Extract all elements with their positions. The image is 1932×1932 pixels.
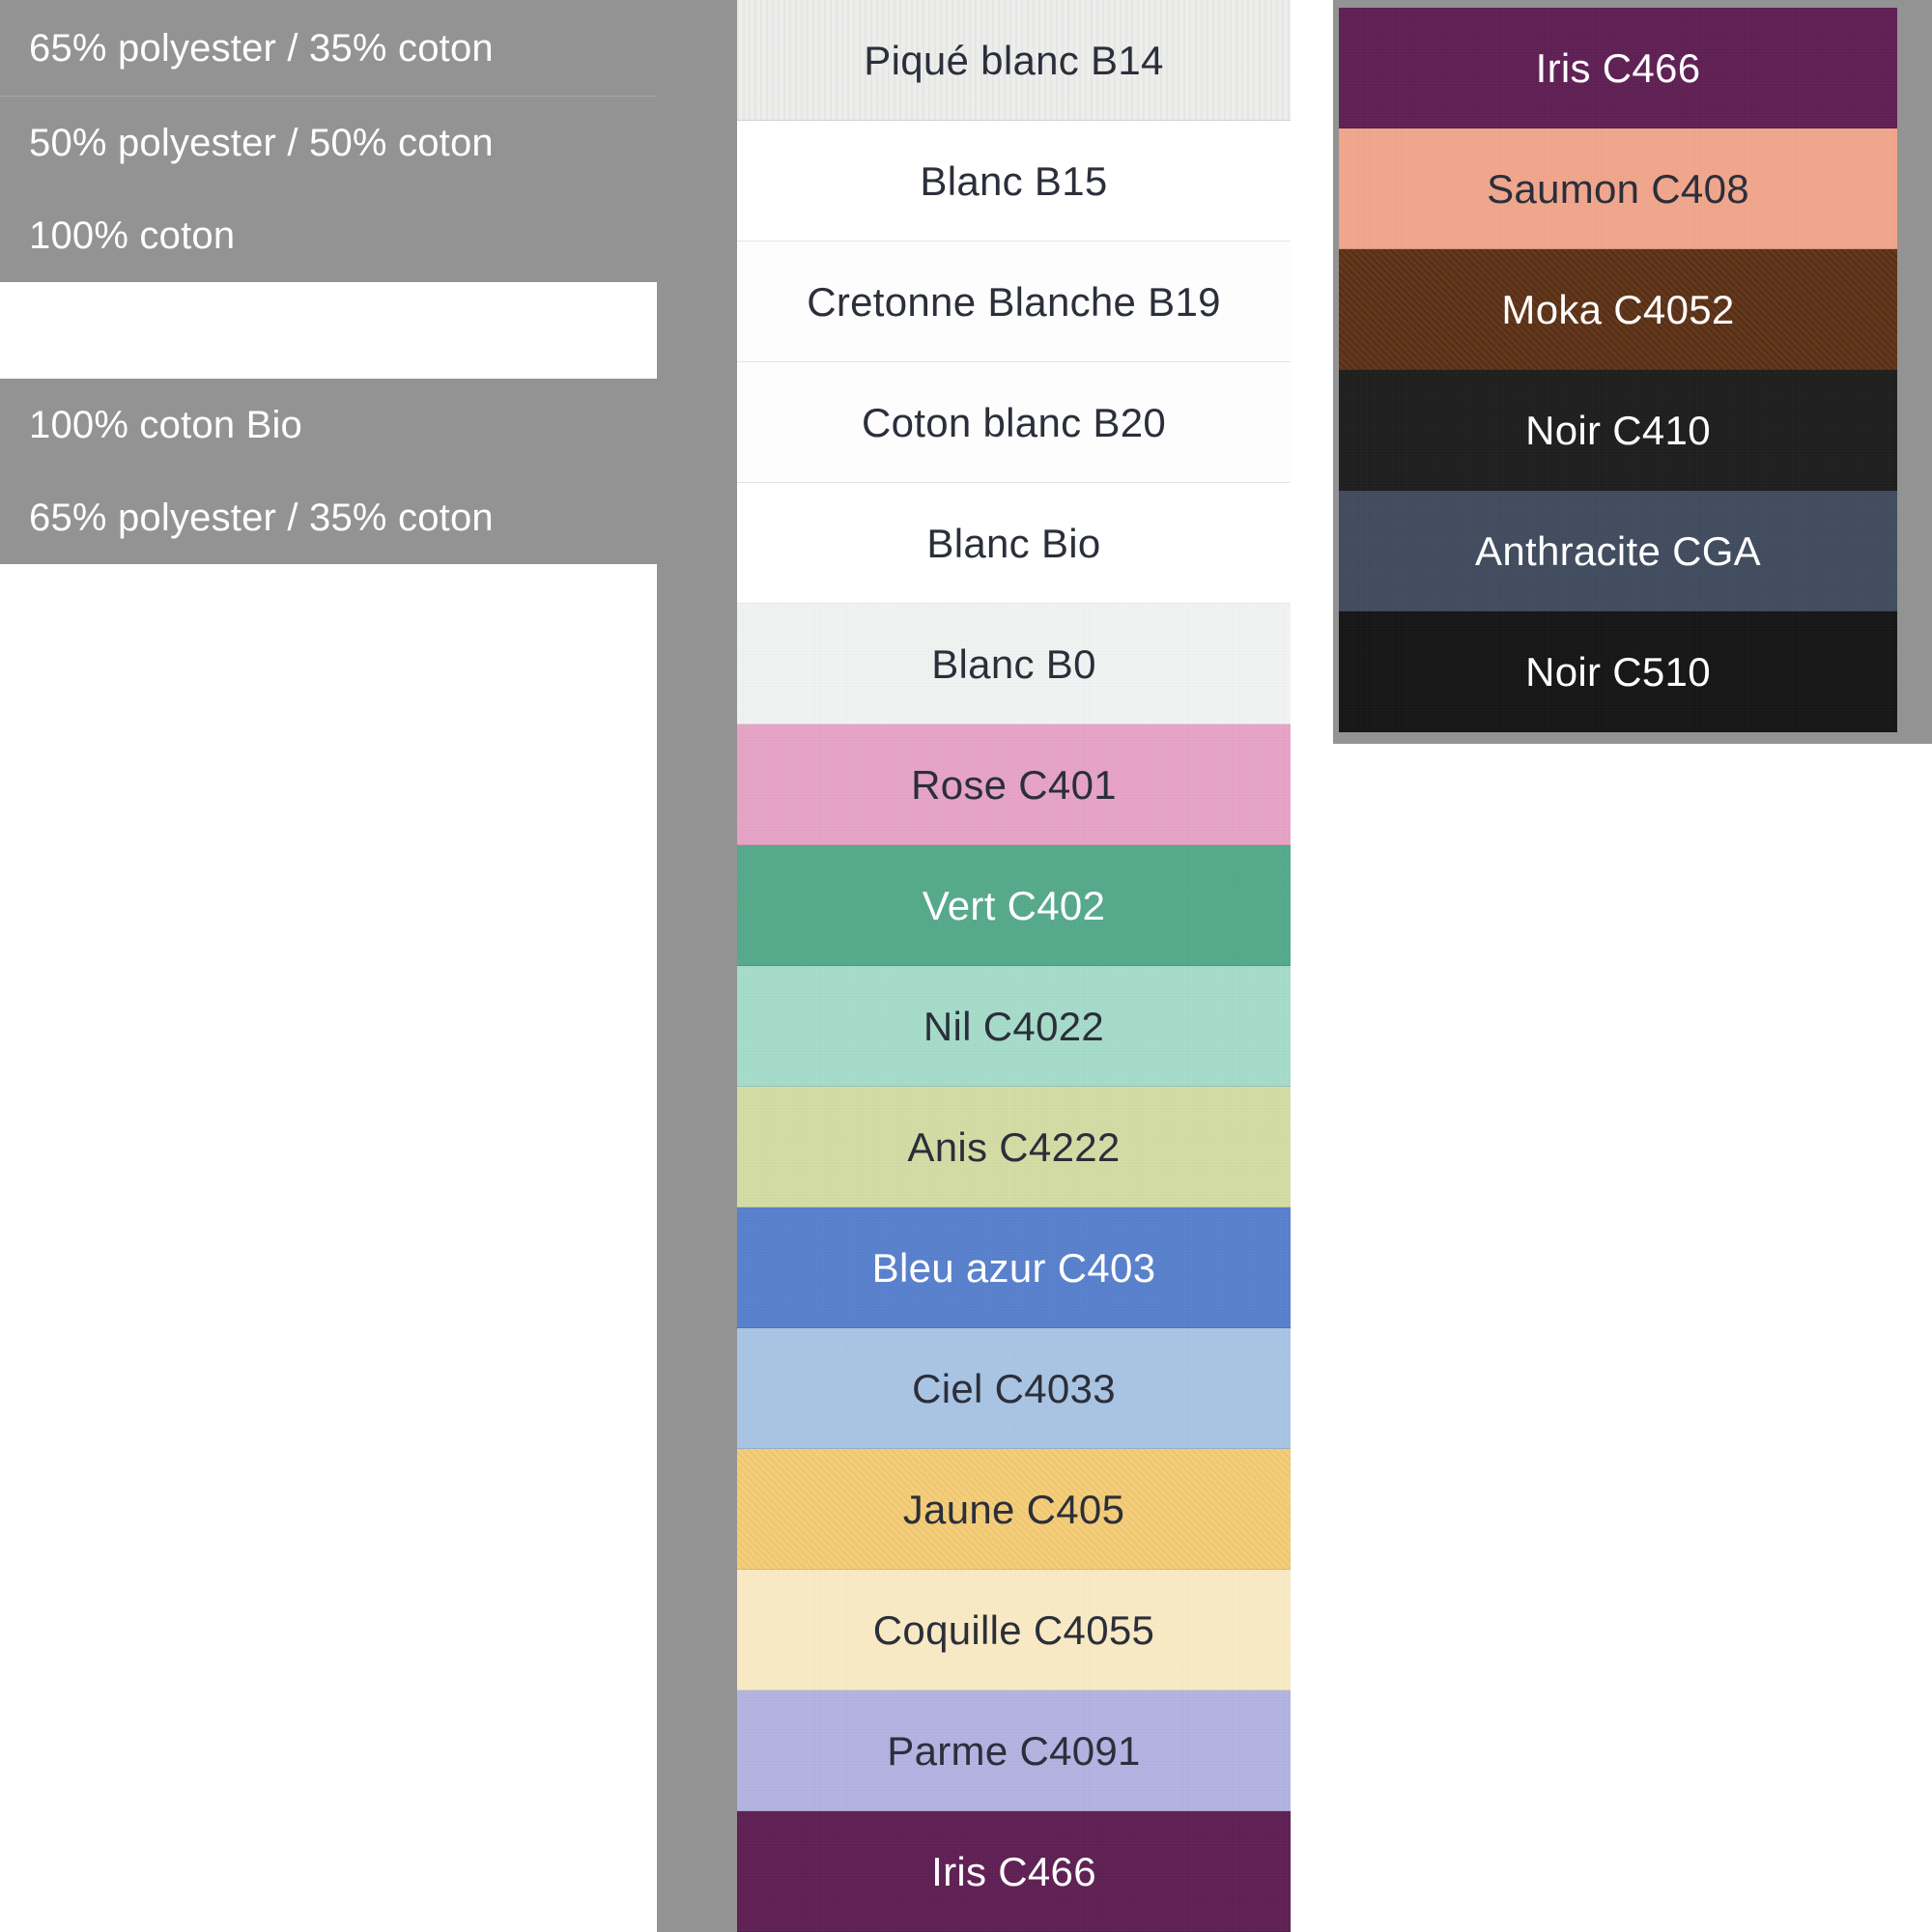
composition-panel: 65% polyester / 35% coton bbox=[0, 0, 667, 96]
color-swatch-label: Iris C466 bbox=[1535, 44, 1701, 91]
swatch-separator bbox=[737, 603, 1291, 604]
color-swatch-label: Anthracite CGA bbox=[1475, 527, 1761, 574]
color-swatch[interactable]: Vert C402 bbox=[737, 845, 1291, 966]
composition-label: 100% coton bbox=[29, 214, 236, 257]
color-swatch[interactable]: Blanc B15 bbox=[737, 121, 1291, 242]
color-swatch[interactable]: Nil C4022 bbox=[737, 966, 1291, 1087]
composition-label: 50% polyester / 50% coton bbox=[29, 122, 494, 164]
swatch-separator bbox=[737, 1327, 1291, 1328]
color-swatch-label: Blanc B15 bbox=[920, 157, 1108, 204]
swatch-separator bbox=[1339, 248, 1897, 249]
color-swatch[interactable]: Ciel C4033 bbox=[737, 1328, 1291, 1449]
color-swatch[interactable]: Bleu azur C403 bbox=[737, 1208, 1291, 1328]
color-swatch[interactable]: Anis C4222 bbox=[737, 1087, 1291, 1208]
color-swatch-label: Blanc Bio bbox=[926, 520, 1101, 566]
color-swatch[interactable]: Moka C4052 bbox=[1339, 249, 1897, 370]
swatch-separator bbox=[737, 120, 1291, 121]
swatch-separator bbox=[737, 1086, 1291, 1087]
color-swatch-label: Anis C4222 bbox=[907, 1123, 1121, 1170]
composition-spacer bbox=[0, 564, 667, 1932]
color-swatch-label: Moka C4052 bbox=[1501, 286, 1735, 332]
swatch-separator bbox=[1339, 490, 1897, 491]
color-swatch-label: Coton blanc B20 bbox=[861, 399, 1167, 445]
swatch-list-main: Piqué blanc B14 Blanc B15 Cretonne Blanche… bbox=[737, 0, 1291, 1932]
swatch-separator bbox=[737, 1448, 1291, 1449]
color-swatch-label: Coquille C4055 bbox=[872, 1606, 1155, 1653]
color-swatch[interactable]: Cretonne Blanche B19 bbox=[737, 242, 1291, 362]
composition-panel: 100% coton Bio bbox=[0, 379, 667, 471]
color-swatch-label: Saumon C408 bbox=[1487, 165, 1749, 212]
color-swatch-label: Parme C4091 bbox=[887, 1727, 1141, 1774]
swatch-separator bbox=[737, 1810, 1291, 1811]
composition-label: 65% polyester / 35% coton bbox=[29, 497, 494, 539]
composition-spacer bbox=[0, 282, 667, 379]
color-swatch[interactable]: Coquille C4055 bbox=[737, 1570, 1291, 1690]
swatch-list-accent: Iris C466 Saumon C408 Moka C4052 Noir C410 A… bbox=[1339, 8, 1897, 732]
color-swatch[interactable]: Iris C466 bbox=[1339, 8, 1897, 128]
color-swatch[interactable]: Noir C410 bbox=[1339, 370, 1897, 491]
composition-panel: 100% coton bbox=[0, 189, 667, 282]
color-swatch[interactable]: Piqué blanc B14 bbox=[737, 0, 1291, 121]
composition-label: 100% coton Bio bbox=[29, 404, 302, 446]
color-swatch[interactable]: Noir C510 bbox=[1339, 611, 1897, 732]
color-swatch-label: Iris C466 bbox=[931, 1848, 1096, 1894]
swatch-separator bbox=[1339, 731, 1897, 732]
swatch-separator bbox=[737, 1207, 1291, 1208]
swatch-separator bbox=[737, 482, 1291, 483]
color-swatch-label: Bleu azur C403 bbox=[871, 1244, 1156, 1291]
color-swatch-label: Blanc B0 bbox=[931, 640, 1096, 687]
composition-panel: 50% polyester / 50% coton bbox=[0, 97, 667, 189]
color-swatch[interactable]: Saumon C408 bbox=[1339, 128, 1897, 249]
color-swatch-label: Rose C401 bbox=[911, 761, 1117, 808]
color-swatch-label: Noir C510 bbox=[1525, 648, 1711, 695]
color-swatch-label: Nil C4022 bbox=[923, 1003, 1105, 1049]
swatch-separator bbox=[737, 844, 1291, 845]
swatch-separator bbox=[737, 965, 1291, 966]
color-swatch-label: Piqué blanc B14 bbox=[864, 37, 1164, 83]
composition-panel: 65% polyester / 35% coton bbox=[0, 471, 667, 564]
composition-divider bbox=[0, 96, 667, 97]
composition-label: 65% polyester / 35% coton bbox=[29, 26, 494, 70]
color-swatch-label: Ciel C4033 bbox=[912, 1365, 1116, 1411]
swatch-separator bbox=[737, 361, 1291, 362]
color-swatch[interactable]: Anthracite CGA bbox=[1339, 491, 1897, 611]
swatch-separator bbox=[1339, 369, 1897, 370]
color-swatch[interactable]: Rose C401 bbox=[737, 724, 1291, 845]
swatch-separator bbox=[737, 1569, 1291, 1570]
color-swatch[interactable]: Blanc Bio bbox=[737, 483, 1291, 604]
color-swatch-label: Cretonne Blanche B19 bbox=[807, 278, 1221, 325]
color-swatch[interactable]: Jaune C405 bbox=[737, 1449, 1291, 1570]
color-swatch-label: Vert C402 bbox=[922, 882, 1106, 928]
color-swatch-label: Jaune C405 bbox=[902, 1486, 1125, 1532]
color-swatch[interactable]: Coton blanc B20 bbox=[737, 362, 1291, 483]
color-swatch[interactable]: Iris C466 bbox=[737, 1811, 1291, 1932]
swatch-separator bbox=[737, 241, 1291, 242]
color-swatch-label: Noir C410 bbox=[1525, 407, 1711, 453]
color-swatch[interactable]: Blanc B0 bbox=[737, 604, 1291, 724]
composition-column: 65% polyester / 35% coton 50% polyester /… bbox=[0, 0, 667, 1932]
color-swatch[interactable]: Parme C4091 bbox=[737, 1690, 1291, 1811]
